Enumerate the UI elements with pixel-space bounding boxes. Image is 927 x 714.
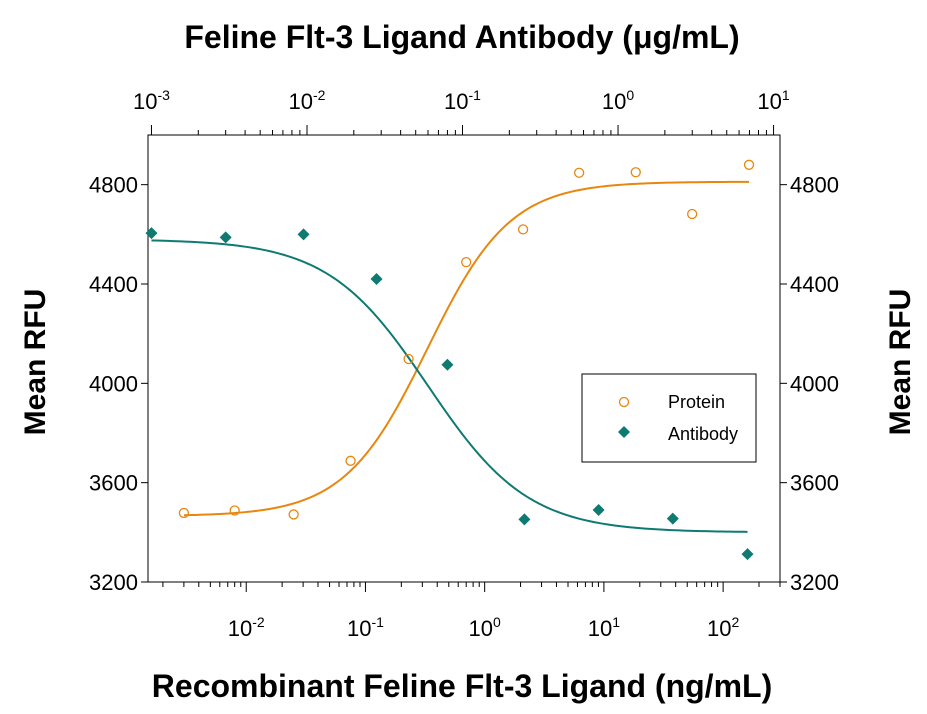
- antibody-data-point: [297, 228, 310, 241]
- legend-box: [581, 373, 757, 463]
- y-tick-label-left: 4000: [89, 371, 138, 396]
- legend-protein-marker: [618, 396, 630, 408]
- antibody-data-point: [741, 548, 754, 561]
- antibody-data-point: [145, 227, 158, 240]
- protein-data-point: [687, 208, 698, 220]
- antibody-data-point: [592, 503, 605, 516]
- y-tick-label-right: 3200: [790, 570, 839, 595]
- protein-data-point: [345, 455, 356, 466]
- protein-data-point: [461, 256, 472, 268]
- y-tick-label-right: 4800: [790, 173, 839, 198]
- bottom-axis-title: Recombinant Feline Flt-3 Ligand (ng/mL): [152, 668, 772, 704]
- top-x-tick-label: 100: [602, 87, 634, 114]
- antibody-data-point: [219, 231, 232, 244]
- legend: Protein Antibody: [581, 373, 757, 463]
- y-tick-label-right: 4400: [790, 272, 839, 297]
- y-tick-label-right: 4000: [790, 371, 839, 396]
- antibody-data-point: [370, 273, 383, 286]
- protein-data-point: [229, 505, 240, 516]
- protein-fit-curve: [183, 180, 750, 517]
- antibody-data-point: [441, 358, 454, 371]
- bottom-x-tick-label: 10-2: [228, 614, 265, 641]
- protein-data-point: [743, 159, 755, 170]
- top-x-tick-label: 101: [757, 87, 789, 114]
- y-tick-label-left: 3600: [89, 471, 138, 496]
- top-x-tick-label: 10-3: [133, 87, 170, 114]
- legend-antibody-marker: [618, 426, 630, 438]
- top-x-tick-label: 10-2: [289, 87, 326, 114]
- protein-data-point: [403, 353, 414, 365]
- protein-data-point: [517, 224, 529, 235]
- left-axis-title: Mean RFU: [19, 289, 52, 436]
- y-tick-label-left: 4400: [89, 272, 138, 297]
- legend-antibody-label: Antibody: [668, 424, 738, 444]
- right-axis-title: Mean RFU: [884, 289, 917, 436]
- y-tick-label-left: 4800: [89, 173, 138, 198]
- protein-data-point: [178, 507, 190, 519]
- bottom-x-tick-label: 102: [707, 614, 739, 641]
- top-x-tick-label: 10-1: [444, 87, 481, 114]
- bottom-x-tick-label: 101: [588, 614, 620, 641]
- protein-data-point: [573, 167, 585, 178]
- top-axis-title: Feline Flt-3 Ligand Antibody (μg/mL): [184, 19, 739, 55]
- antibody-data-point: [518, 513, 531, 526]
- y-tick-label-right: 3600: [790, 471, 839, 496]
- antibody-fit-curve: [151, 239, 748, 533]
- antibody-data-point: [666, 512, 679, 525]
- protein-data-point: [288, 509, 299, 520]
- legend-protein-label: Protein: [668, 392, 725, 412]
- protein-data-point: [630, 167, 641, 178]
- y-tick-label-left: 3200: [89, 570, 138, 595]
- bottom-x-tick-label: 100: [469, 614, 501, 641]
- bottom-x-tick-label: 10-1: [347, 614, 384, 641]
- plot-frame: [147, 134, 781, 583]
